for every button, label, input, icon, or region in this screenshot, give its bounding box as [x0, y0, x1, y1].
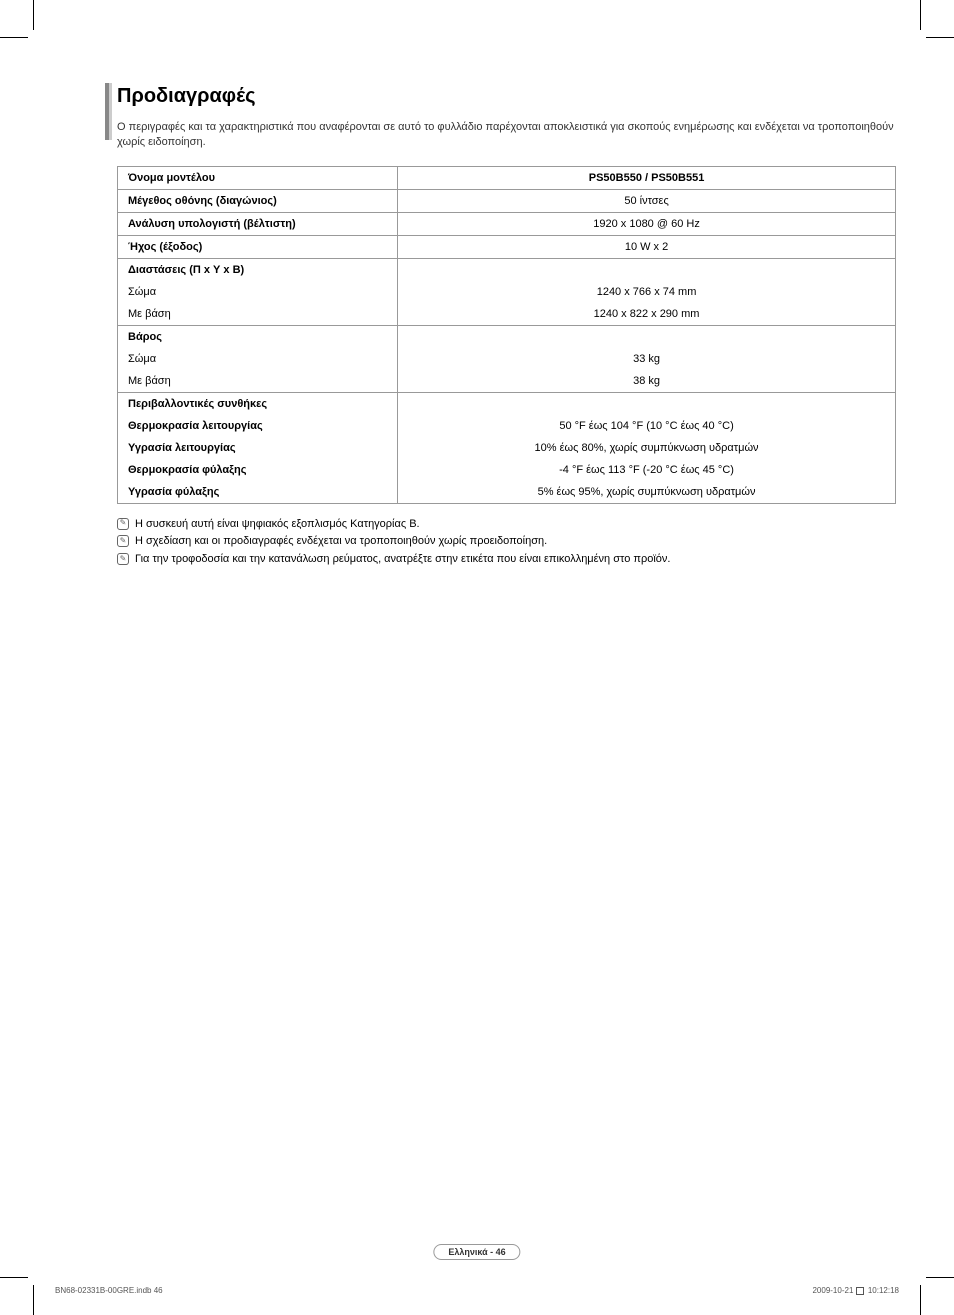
spec-label: Θερμοκρασία φύλαξης	[118, 459, 398, 481]
spec-label: Περιβαλλοντικές συνθήκες	[118, 392, 398, 415]
spec-label: Υγρασία φύλαξης	[118, 481, 398, 504]
table-row: Σώμα1240 x 766 x 74 mm	[118, 281, 896, 303]
footer-timestamp: 2009-10-21 10:12:18	[812, 1286, 899, 1295]
spec-label: Διαστάσεις (Π x Υ x Β)	[118, 258, 398, 281]
table-row: Περιβαλλοντικές συνθήκες	[118, 392, 896, 415]
spec-label: Σώμα	[118, 281, 398, 303]
crop-mark	[33, 0, 34, 30]
spec-value: 1240 x 766 x 74 mm	[398, 281, 896, 303]
spec-label: Υγρασία λειτουργίας	[118, 437, 398, 459]
heading-accent-bar	[105, 83, 109, 140]
crop-mark	[926, 1277, 954, 1278]
spec-value	[398, 325, 896, 348]
table-row: Υγρασία λειτουργίας10% έως 80%, χωρίς συ…	[118, 437, 896, 459]
table-row: Όνομα μοντέλουPS50B550 / PS50B551	[118, 166, 896, 189]
specifications-table: Όνομα μοντέλουPS50B550 / PS50B551Μέγεθος…	[117, 166, 896, 504]
crop-mark	[33, 1285, 34, 1315]
table-row: Ήχος (έξοδος)10 W x 2	[118, 235, 896, 258]
spec-value: 50 ίντσες	[398, 189, 896, 212]
note-icon: ✎	[117, 553, 129, 565]
spec-value: 38 kg	[398, 370, 896, 393]
spec-label: Θερμοκρασία λειτουργίας	[118, 415, 398, 437]
footer-filename: BN68-02331B-00GRE.indb 46	[55, 1286, 163, 1295]
note-item: ✎ Για την τροφοδοσία και την κατανάλωση ρ…	[117, 551, 896, 569]
table-row: Με βάση1240 x 822 x 290 mm	[118, 303, 896, 326]
spec-value: 10 W x 2	[398, 235, 896, 258]
page-heading: Προδιαγραφές	[117, 85, 896, 108]
spec-value: 1920 x 1080 @ 60 Hz	[398, 212, 896, 235]
table-row: Διαστάσεις (Π x Υ x Β)	[118, 258, 896, 281]
spec-value: 10% έως 80%, χωρίς συμπύκνωση υδρατμών	[398, 437, 896, 459]
table-row: Μέγεθος οθόνης (διαγώνιος)50 ίντσες	[118, 189, 896, 212]
table-row: Θερμοκρασία λειτουργίας50 °F έως 104 °F …	[118, 415, 896, 437]
spec-label: Με βάση	[118, 370, 398, 393]
crop-mark	[0, 1277, 28, 1278]
notes-section: ✎ Η συσκευή αυτή είναι ψηφιακός εξοπλισμό…	[117, 516, 896, 569]
crop-mark	[0, 37, 28, 38]
note-text: Η συσκευή αυτή είναι ψηφιακός εξοπλισμός…	[135, 516, 420, 534]
spec-label: Με βάση	[118, 303, 398, 326]
note-item: ✎ Η σχεδίαση και οι προδιαγραφές ενδέχετα…	[117, 533, 896, 551]
spec-value: 5% έως 95%, χωρίς συμπύκνωση υδρατμών	[398, 481, 896, 504]
table-row: Θερμοκρασία φύλαξης-4 °F έως 113 °F (-20…	[118, 459, 896, 481]
page-number-label: Ελληνικά - 46	[433, 1244, 520, 1260]
clock-icon	[856, 1287, 864, 1295]
spec-value	[398, 392, 896, 415]
spec-label: Σώμα	[118, 348, 398, 370]
table-row: Βάρος	[118, 325, 896, 348]
crop-mark	[920, 0, 921, 30]
spec-value: PS50B550 / PS50B551	[398, 166, 896, 189]
spec-label: Μέγεθος οθόνης (διαγώνιος)	[118, 189, 398, 212]
footer-time: 10:12:18	[868, 1286, 899, 1295]
spec-label: Ήχος (έξοδος)	[118, 235, 398, 258]
spec-value: 33 kg	[398, 348, 896, 370]
note-text: Για την τροφοδοσία και την κατανάλωση ρε…	[135, 551, 670, 569]
note-icon: ✎	[117, 518, 129, 530]
note-item: ✎ Η συσκευή αυτή είναι ψηφιακός εξοπλισμό…	[117, 516, 896, 534]
spec-label: Όνομα μοντέλου	[118, 166, 398, 189]
spec-value: 50 °F έως 104 °F (10 °C έως 40 °C)	[398, 415, 896, 437]
note-text: Η σχεδίαση και οι προδιαγραφές ενδέχεται…	[135, 533, 547, 551]
table-row: Υγρασία φύλαξης5% έως 95%, χωρίς συμπύκν…	[118, 481, 896, 504]
intro-text: Ο περιγραφές και τα χαρακτηριστικά που α…	[105, 120, 896, 151]
spec-value: -4 °F έως 113 °F (-20 °C έως 45 °C)	[398, 459, 896, 481]
crop-mark	[926, 37, 954, 38]
spec-value	[398, 258, 896, 281]
spec-label: Ανάλυση υπολογιστή (βέλτιστη)	[118, 212, 398, 235]
spec-label: Βάρος	[118, 325, 398, 348]
spec-value: 1240 x 822 x 290 mm	[398, 303, 896, 326]
table-row: Σώμα33 kg	[118, 348, 896, 370]
table-row: Ανάλυση υπολογιστή (βέλτιστη)1920 x 1080…	[118, 212, 896, 235]
crop-mark	[920, 1285, 921, 1315]
footer-date: 2009-10-21	[812, 1286, 853, 1295]
note-icon: ✎	[117, 535, 129, 547]
table-row: Με βάση38 kg	[118, 370, 896, 393]
